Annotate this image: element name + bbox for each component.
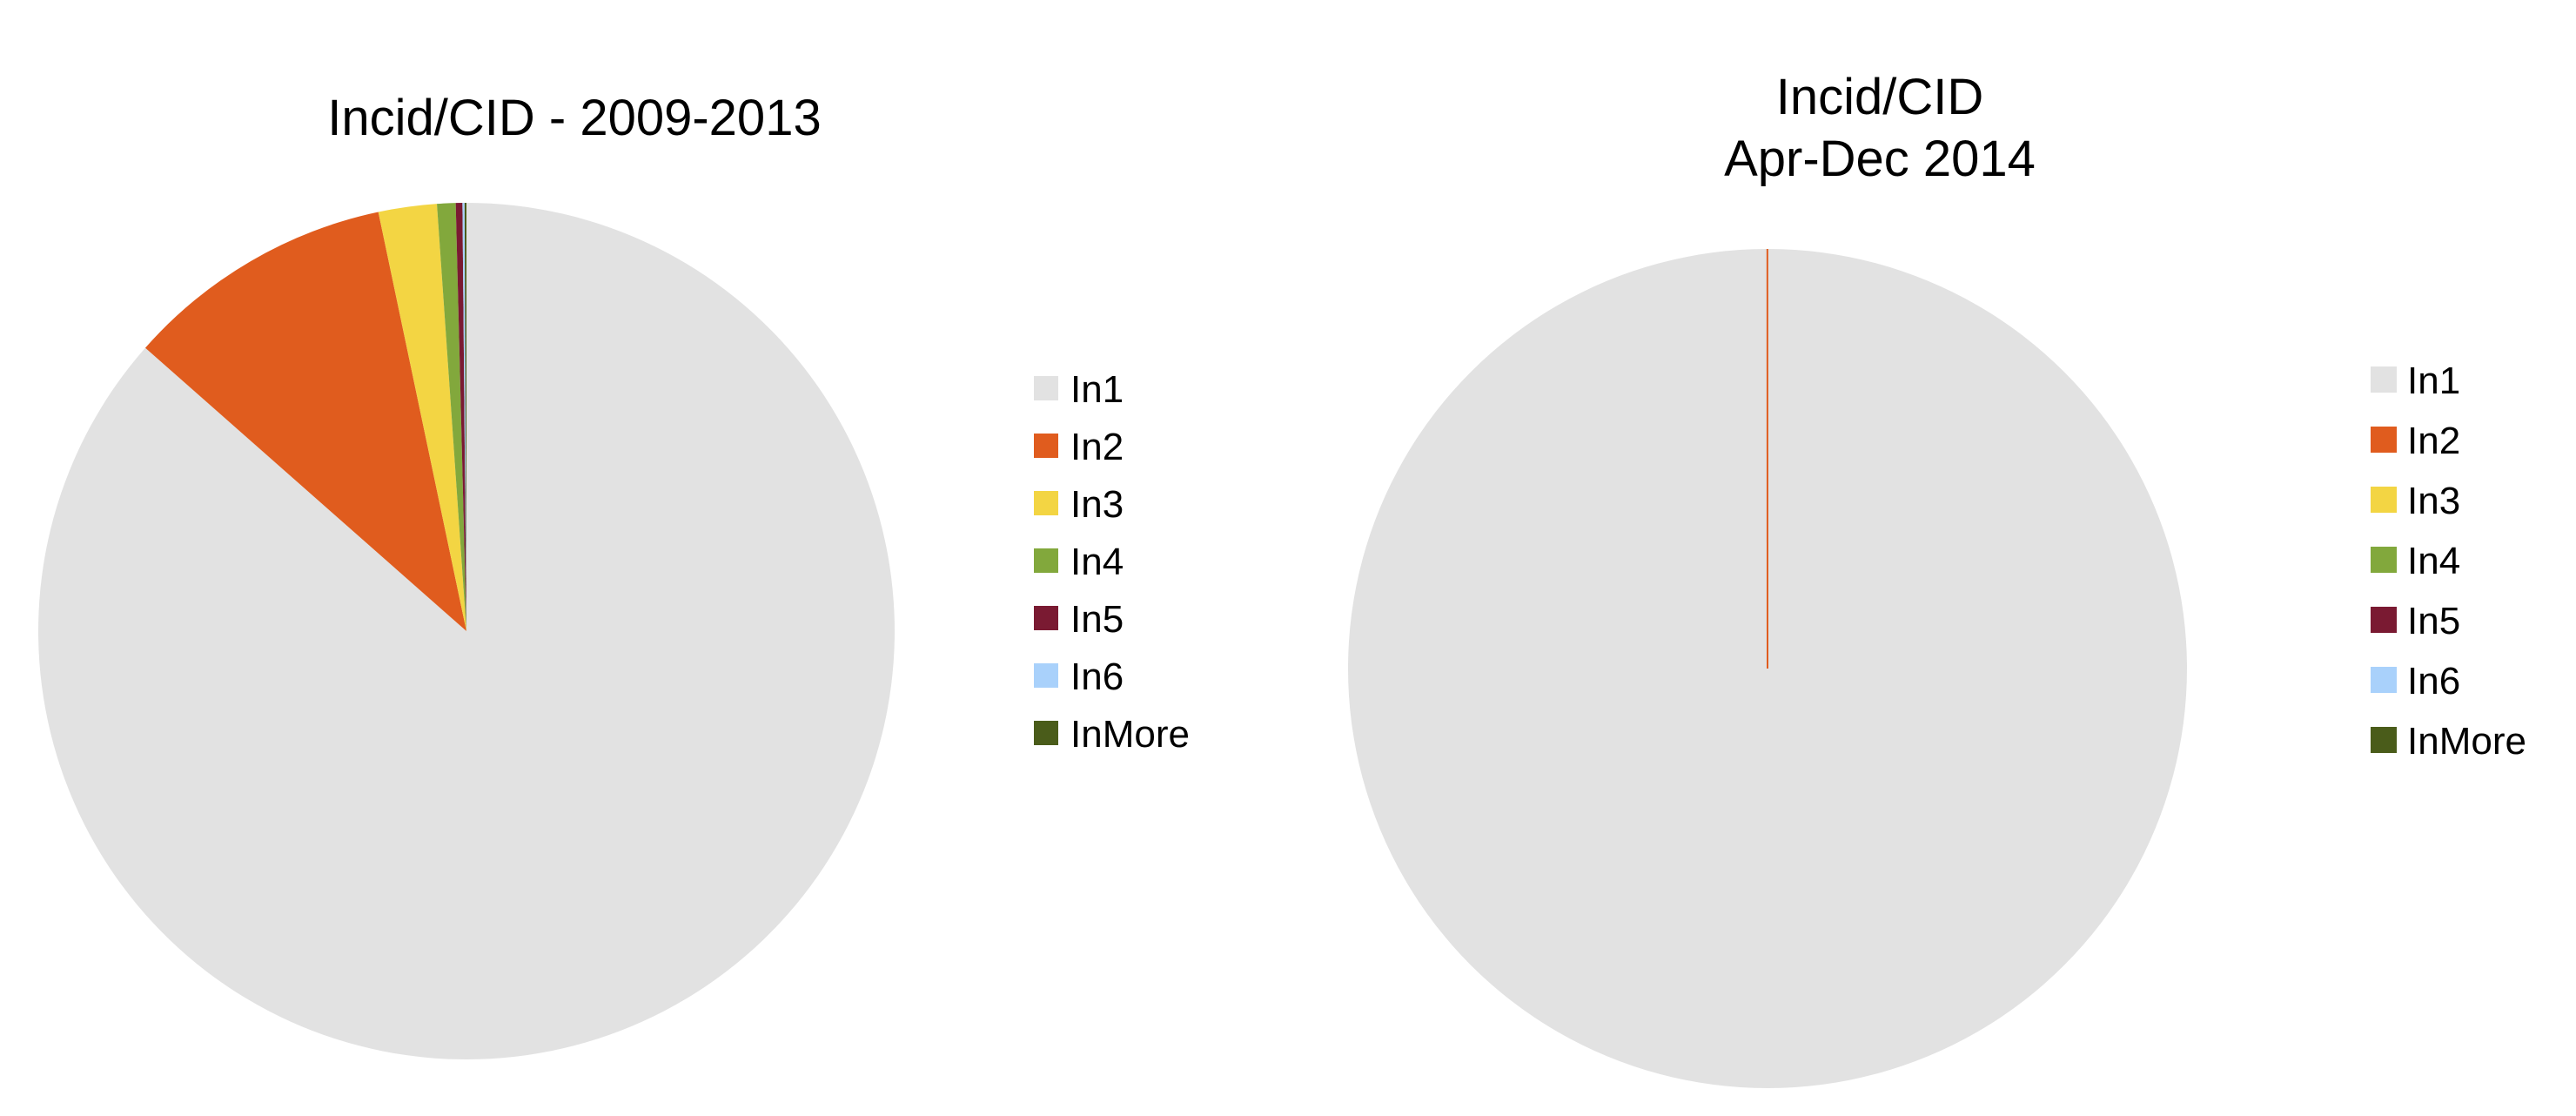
pie-slice-in6 bbox=[462, 203, 466, 631]
legend-item-in6: In6 bbox=[1034, 655, 1124, 698]
legend-item-in1: In1 bbox=[2371, 360, 2460, 402]
legend-item-inmore: InMore bbox=[1034, 713, 1190, 756]
legend-item-inmore: InMore bbox=[2371, 720, 2526, 763]
legend-swatch bbox=[2371, 607, 2397, 633]
pie-chart-1: Incid/CID - 2009-2013In1In2In3In4In5In6I… bbox=[37, 90, 1190, 1060]
legend-item-in2: In2 bbox=[1034, 426, 1124, 468]
legend-item-in6: In6 bbox=[2371, 660, 2460, 703]
legend-swatch bbox=[1034, 606, 1058, 630]
legend-label: InMore bbox=[1070, 713, 1190, 756]
legend-swatch bbox=[1034, 434, 1058, 458]
pie-slice-in1 bbox=[37, 203, 895, 1060]
legend-swatch bbox=[1034, 548, 1058, 573]
legend-label: In5 bbox=[2407, 600, 2460, 642]
pie-slice-inmore bbox=[464, 203, 466, 631]
pie-slices bbox=[37, 203, 895, 1060]
legend-label: In4 bbox=[1070, 541, 1124, 583]
legend-label: In6 bbox=[1070, 655, 1124, 698]
chart-title: Incid/CID bbox=[1776, 69, 1984, 125]
legend-swatch bbox=[1034, 491, 1058, 515]
legend-swatch bbox=[1034, 663, 1058, 688]
legend-label: In3 bbox=[1070, 483, 1124, 526]
pie-slices bbox=[1347, 248, 2187, 1088]
legend-swatch bbox=[2371, 547, 2397, 573]
legend: In1 In2 In3 In4 In5 In6 InMore bbox=[1034, 368, 1190, 756]
chart-title: Apr-Dec 2014 bbox=[1724, 131, 2036, 187]
legend-label: In2 bbox=[1070, 426, 1124, 468]
legend-swatch bbox=[2371, 667, 2397, 693]
chart-title: Incid/CID - 2009-2013 bbox=[327, 90, 821, 146]
legend-item-in3: In3 bbox=[1034, 483, 1124, 526]
pie-slice-in2 bbox=[144, 212, 466, 631]
legend-item-in5: In5 bbox=[1034, 598, 1124, 641]
legend-label: In3 bbox=[2407, 480, 2460, 522]
legend-item-in5: In5 bbox=[2371, 600, 2460, 642]
legend-swatch bbox=[2371, 366, 2397, 393]
legend-label: In4 bbox=[2407, 540, 2460, 582]
legend-item-in2: In2 bbox=[2371, 420, 2460, 462]
legend-swatch bbox=[2371, 427, 2397, 453]
legend-item-in4: In4 bbox=[1034, 541, 1124, 583]
legend-swatch bbox=[2371, 487, 2397, 513]
legend-label: In1 bbox=[2407, 360, 2460, 402]
legend-item-in1: In1 bbox=[1034, 368, 1124, 411]
legend-label: In6 bbox=[2407, 660, 2460, 703]
legend-item-in3: In3 bbox=[2371, 480, 2460, 522]
legend-label: InMore bbox=[2407, 720, 2526, 763]
pie-slice-in3 bbox=[378, 204, 466, 631]
legend-swatch bbox=[1034, 376, 1058, 400]
legend-label: In5 bbox=[1070, 598, 1124, 641]
pie-slice-in5 bbox=[455, 203, 466, 631]
legend-label: In1 bbox=[1070, 368, 1124, 411]
legend-swatch bbox=[2371, 727, 2397, 753]
pie-slice-in4 bbox=[437, 203, 466, 631]
legend-item-in4: In4 bbox=[2371, 540, 2460, 582]
legend-label: In2 bbox=[2407, 420, 2460, 462]
legend: In1 In2 In3 In4 In5 In6 InMore bbox=[2371, 360, 2526, 763]
legend-swatch bbox=[1034, 721, 1058, 745]
